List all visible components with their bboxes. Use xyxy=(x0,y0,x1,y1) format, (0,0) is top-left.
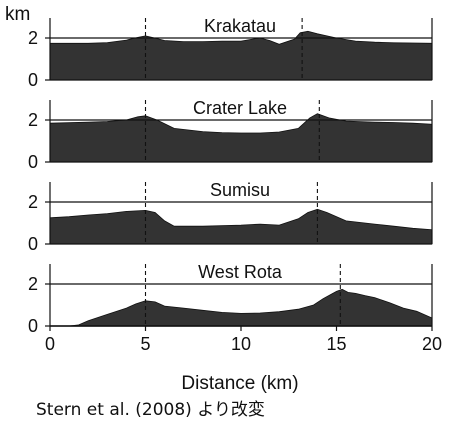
x-tick-label: 20 xyxy=(422,334,442,354)
x-axis-label: Distance (km) xyxy=(181,373,298,394)
x-tick-label: 0 xyxy=(45,334,55,354)
y-tick-label: 2 xyxy=(28,274,38,294)
y-tick-label: 0 xyxy=(28,70,38,90)
profile-area xyxy=(49,208,433,245)
y-tick-label: 2 xyxy=(28,110,38,130)
x-tick-label: 5 xyxy=(140,334,150,354)
profile-panel: 0 2 Sumisu xyxy=(28,180,433,254)
source-credit: Stern et al. (2008) より改変 xyxy=(36,400,265,420)
y-tick-label: 0 xyxy=(28,316,38,336)
profile-panel: 0 2 West Rota xyxy=(28,262,433,336)
x-tick-label: 10 xyxy=(231,334,251,354)
panel-title: Krakatau xyxy=(204,16,276,36)
profile-area xyxy=(49,30,433,81)
y-tick-label: 2 xyxy=(28,192,38,212)
panel-title: Sumisu xyxy=(210,180,270,200)
y-tick-label: 2 xyxy=(28,28,38,48)
panel-title: West Rota xyxy=(198,262,283,282)
x-axis: 0 5 10 15 20 xyxy=(45,325,442,354)
profile-panel: 0 2 Krakatau xyxy=(28,16,433,90)
y-tick-label: 0 xyxy=(28,234,38,254)
y-tick-label: 0 xyxy=(28,152,38,172)
y-unit-label: km xyxy=(5,4,30,25)
profile-area xyxy=(49,113,433,163)
x-tick-label: 15 xyxy=(326,334,346,354)
profile-area xyxy=(69,288,433,327)
panel-title: Crater Lake xyxy=(193,98,287,118)
profile-panel: 0 2 Crater Lake xyxy=(28,98,433,172)
